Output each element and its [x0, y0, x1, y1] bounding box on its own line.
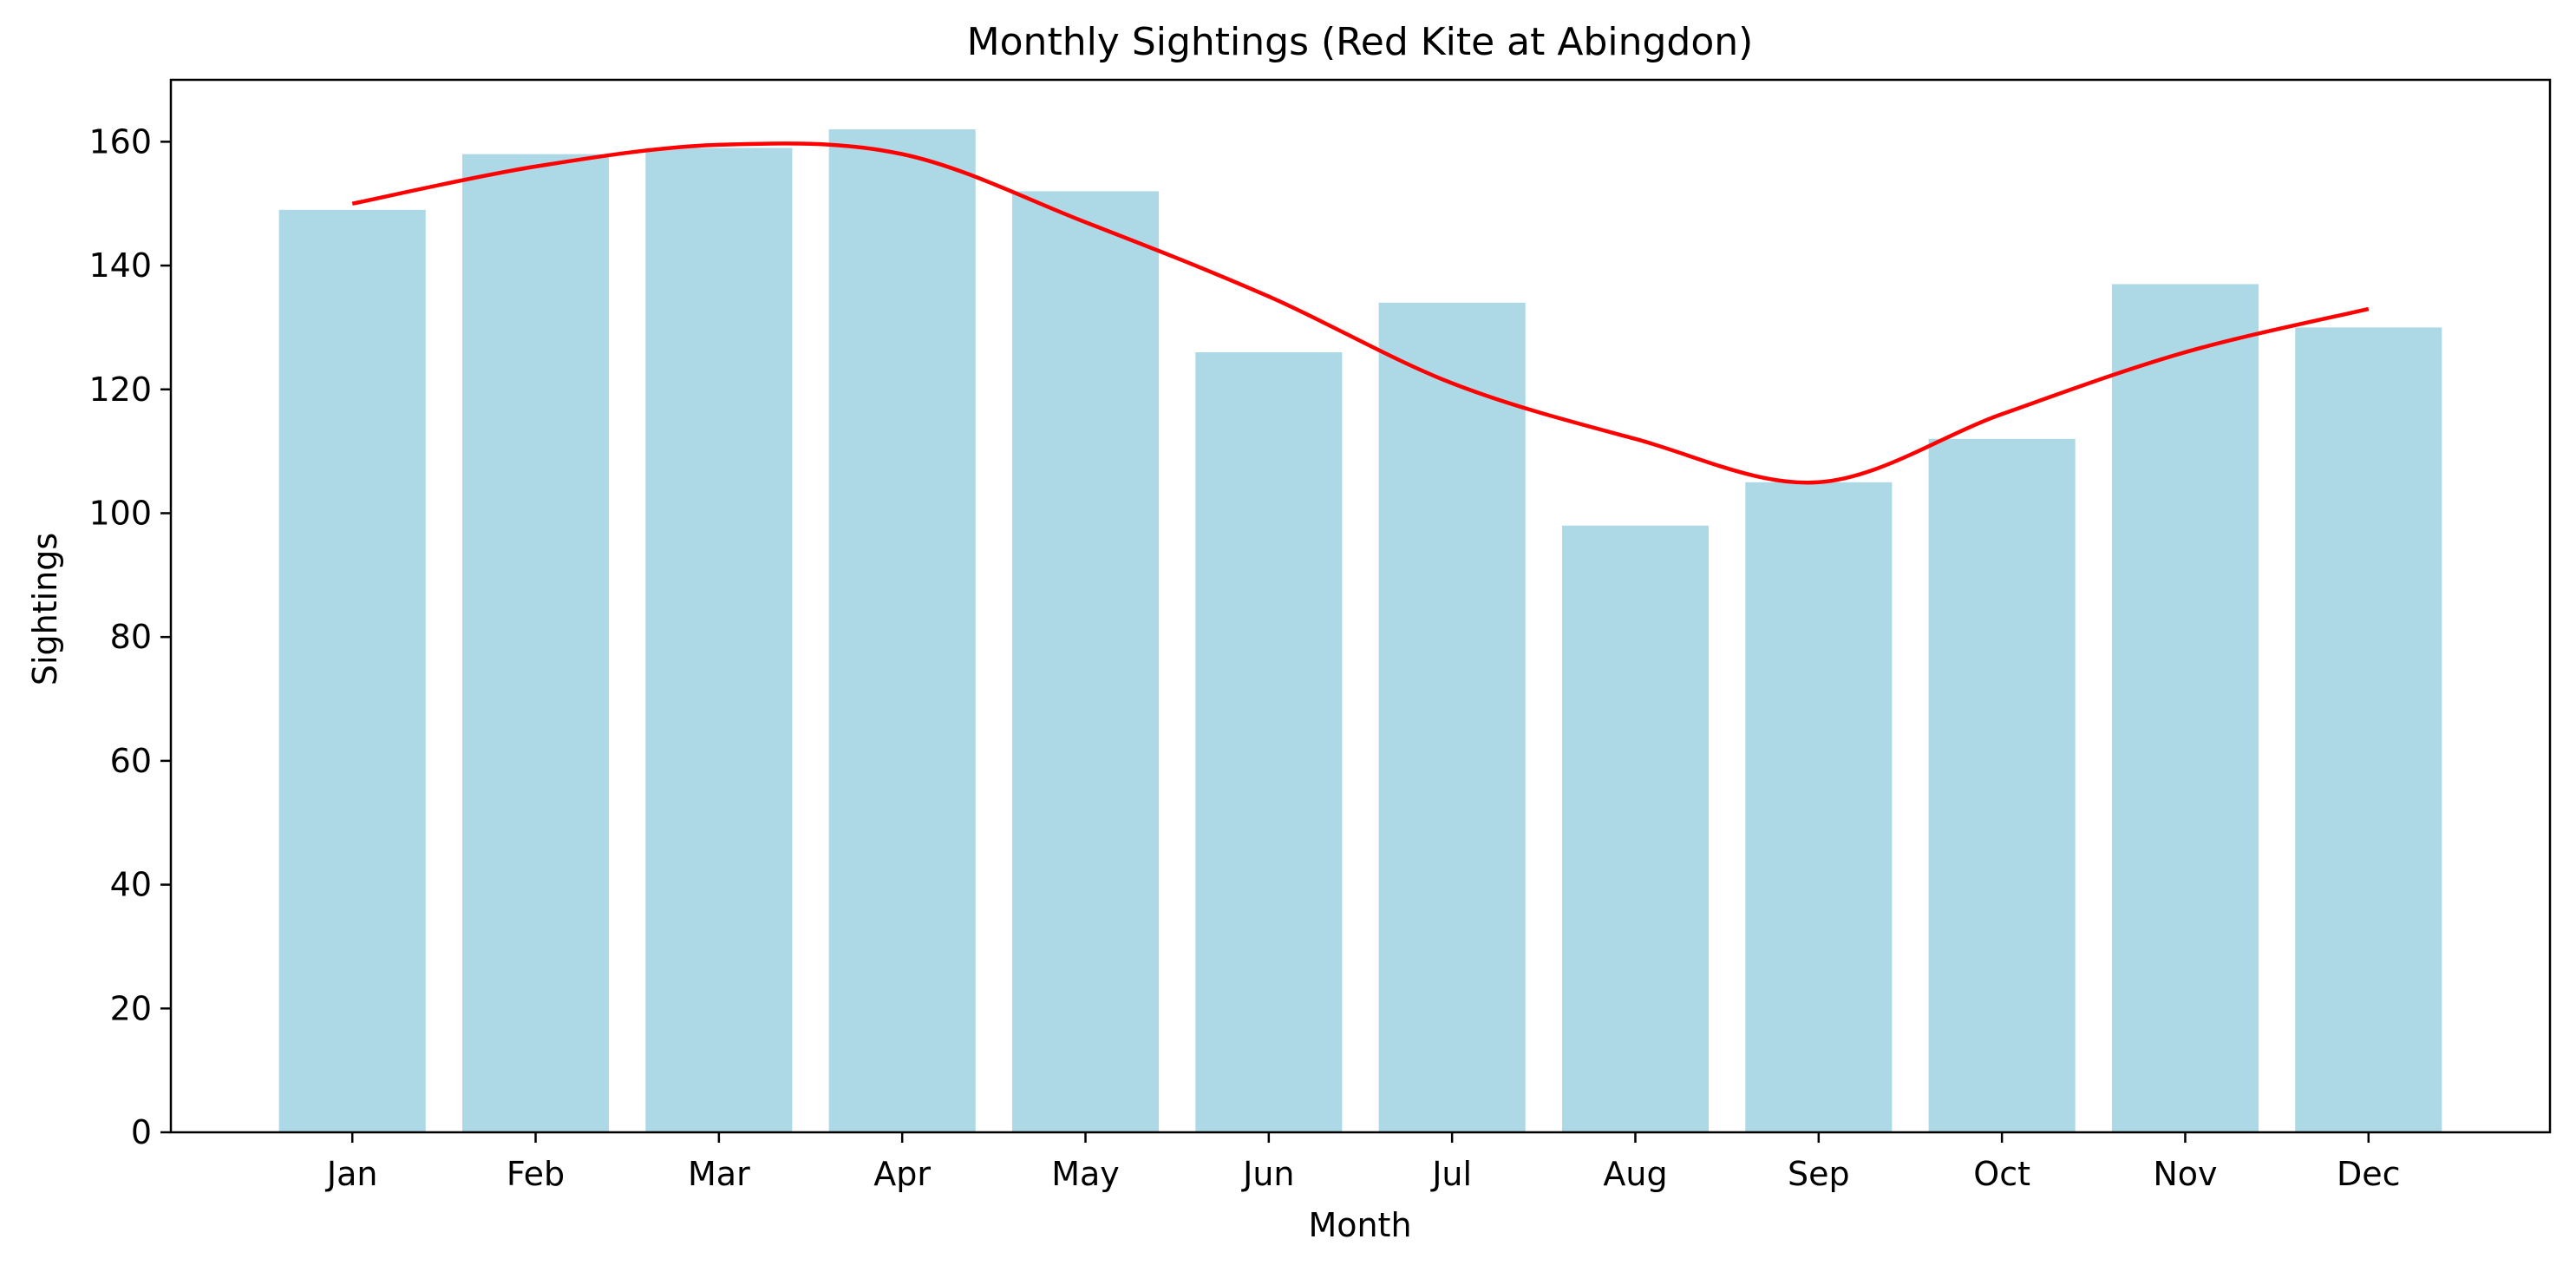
- y-axis-ticks: 0 20 40 60 80 100 120 140 160: [88, 122, 171, 1151]
- bar-feb: [462, 154, 610, 1132]
- trend-line-group: [351, 141, 2370, 485]
- y-tick-label: 0: [131, 1113, 152, 1151]
- bar-nov: [2111, 284, 2259, 1132]
- x-tick-label: Sep: [1788, 1155, 1850, 1193]
- x-tick-label: Nov: [2153, 1155, 2217, 1193]
- bar-group: [278, 129, 2442, 1133]
- x-tick-label: Jul: [1430, 1155, 1472, 1193]
- bar-sep: [1745, 482, 1893, 1132]
- x-tick-label: Mar: [688, 1155, 750, 1193]
- x-tick-label: Aug: [1603, 1155, 1667, 1193]
- x-axis-ticks: Jan Feb Mar Apr May Jun Jul Aug Sep Oct Nov Dec: [325, 1132, 2401, 1193]
- x-axis-label: Month: [1308, 1206, 1411, 1244]
- x-tick-label: Jun: [1241, 1155, 1294, 1193]
- x-tick-label: Oct: [1973, 1155, 2030, 1193]
- chart-title: Monthly Sightings (Red Kite at Abingdon): [967, 20, 1754, 64]
- bar-oct: [1928, 438, 2076, 1132]
- y-tick-label: 60: [110, 742, 152, 780]
- x-tick-label: May: [1051, 1155, 1120, 1193]
- bar-dec: [2295, 327, 2442, 1133]
- x-tick-label: Dec: [2337, 1155, 2401, 1193]
- y-tick-label: 80: [110, 618, 152, 656]
- plot-frame: [169, 78, 2552, 1134]
- y-tick-label: 100: [88, 494, 152, 532]
- y-tick-label: 120: [88, 370, 152, 409]
- y-tick-label: 40: [110, 866, 152, 904]
- x-tick-label: Jan: [325, 1155, 378, 1193]
- x-tick-label: Apr: [873, 1155, 931, 1193]
- x-tick-label: Feb: [507, 1155, 565, 1193]
- y-tick-label: 160: [88, 122, 152, 161]
- y-tick-label: 20: [110, 989, 152, 1027]
- bar-jan: [278, 209, 426, 1132]
- bar-apr: [828, 129, 976, 1132]
- bar-aug: [1561, 525, 1710, 1132]
- bar-jun: [1195, 351, 1343, 1132]
- bar-may: [1011, 191, 1160, 1132]
- bar-jul: [1378, 302, 1526, 1132]
- y-tick-label: 140: [88, 246, 152, 285]
- bar-mar: [645, 148, 793, 1132]
- trend-line: [351, 141, 2370, 485]
- y-axis-label: Sightings: [26, 533, 64, 685]
